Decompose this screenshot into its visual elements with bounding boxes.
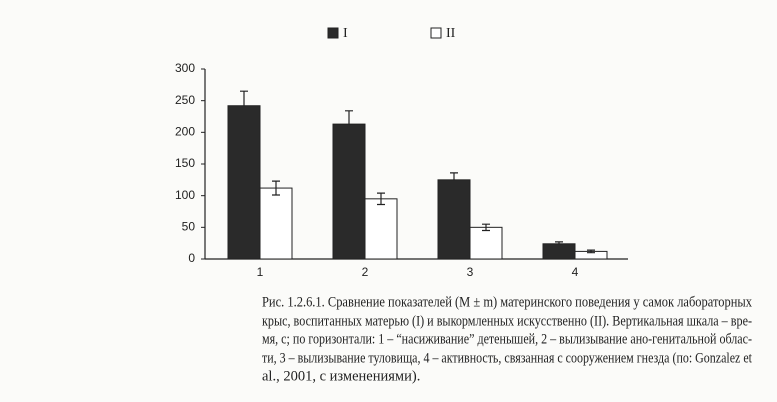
y-tick-label: 200 xyxy=(175,125,195,139)
error-bar xyxy=(240,90,248,106)
bar xyxy=(469,226,503,260)
error-bar xyxy=(482,223,490,232)
error-bar xyxy=(377,192,385,206)
error-bar xyxy=(450,172,458,180)
error-bar xyxy=(555,241,563,244)
caption-line: мя, с; по горизонтали: 1 – “насиживание”… xyxy=(262,331,752,347)
caption-line: Рис. 1.2.6.1. Сравнение показателей (M ±… xyxy=(262,294,753,310)
y-tick-label: 150 xyxy=(175,156,195,170)
caption-line: al., 2001, с изменениями). xyxy=(262,368,420,384)
y-tick-label: 50 xyxy=(182,220,196,234)
y-tick-label: 250 xyxy=(175,93,195,107)
x-tick-label: 1 xyxy=(257,265,264,279)
bar xyxy=(227,105,261,260)
caption-line: ти, 3 – вылизывание туловища, 4 – активн… xyxy=(262,350,752,366)
x-tick-label: 3 xyxy=(467,265,474,279)
bar xyxy=(332,123,366,260)
bar xyxy=(542,243,576,260)
error-bar xyxy=(587,249,595,254)
x-tick-label: 2 xyxy=(362,265,369,279)
legend-label: II xyxy=(446,26,456,41)
y-tick-label: 300 xyxy=(175,61,195,75)
bar xyxy=(259,187,293,260)
error-bar xyxy=(272,180,280,196)
bar xyxy=(364,198,398,260)
y-tick-label: 0 xyxy=(188,251,195,265)
caption-line: крыс, воспитанных матерью (I) и выкормле… xyxy=(262,313,752,329)
bar xyxy=(437,179,471,260)
legend-swatch xyxy=(430,27,442,39)
error-bar xyxy=(345,110,353,125)
legend-swatch xyxy=(327,27,339,39)
x-tick-label: 4 xyxy=(572,265,579,279)
legend-label: I xyxy=(343,26,348,41)
y-tick-label: 100 xyxy=(175,188,195,202)
